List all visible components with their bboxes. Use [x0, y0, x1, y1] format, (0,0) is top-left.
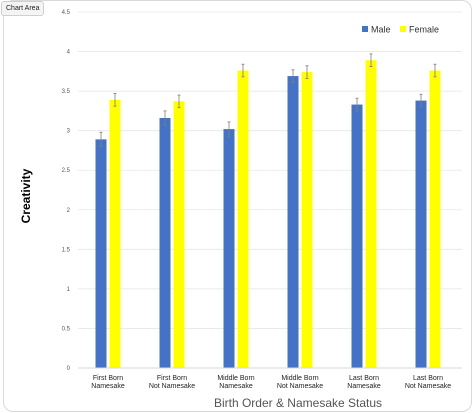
bar-male [95, 139, 107, 368]
x-category-label: Middle Born [281, 375, 318, 382]
x-category-label: Not Namesake [405, 383, 451, 390]
y-tick-label: 0 [67, 366, 71, 372]
y-tick-label: 1 [67, 287, 71, 293]
legend-label-female: Female [409, 25, 439, 35]
x-category-label: Last Born [413, 375, 443, 382]
bar-female [429, 70, 441, 368]
bar-male [415, 100, 427, 369]
bar-male [159, 118, 171, 369]
chart-frame [3, 0, 472, 412]
bar-male [223, 129, 235, 368]
y-tick-label: 3 [67, 129, 71, 135]
x-category-label: Namesake [347, 383, 381, 390]
x-category-label: Not Namesake [277, 383, 323, 390]
bar-female [237, 70, 249, 368]
bar-male [351, 104, 363, 368]
x-axis-title: Birth Order & Namesake Status [214, 396, 382, 410]
x-category-label: First Born [93, 375, 123, 382]
x-category-label: Middle Born [217, 375, 254, 382]
legend-swatch-male [362, 26, 368, 32]
x-category-label: Not Namesake [149, 383, 195, 390]
y-tick-label: 4.5 [62, 10, 71, 16]
y-tick-label: 1.5 [62, 247, 71, 253]
bar-female [301, 72, 313, 368]
x-category-label: Namesake [91, 383, 125, 390]
bar-female [109, 99, 121, 369]
y-tick-label: 2.5 [62, 168, 71, 174]
gridlines [78, 11, 462, 329]
bar-female [365, 60, 377, 368]
bar-male [287, 76, 299, 368]
bars [95, 60, 441, 369]
y-tick-labels: 0 0.5 1 1.5 2 2.5 3 3.5 4 4.5 [62, 10, 71, 372]
y-tick-label: 4 [67, 50, 71, 56]
y-tick-label: 2 [67, 208, 71, 214]
legend-swatch-female [400, 26, 406, 32]
x-category-label: Namesake [219, 383, 253, 390]
legend-label-male: Male [371, 25, 391, 35]
y-axis-title: Creativity [19, 168, 33, 223]
y-tick-label: 3.5 [62, 89, 71, 95]
y-tick-label: 0.5 [62, 326, 71, 332]
legend: Male Female [362, 25, 439, 35]
x-category-label: Last Born [349, 375, 379, 382]
x-category-label: First Born [157, 375, 187, 382]
error-bars [99, 53, 437, 147]
bar-female [173, 101, 185, 368]
chart-area-tooltip: Chart Area [1, 1, 45, 16]
